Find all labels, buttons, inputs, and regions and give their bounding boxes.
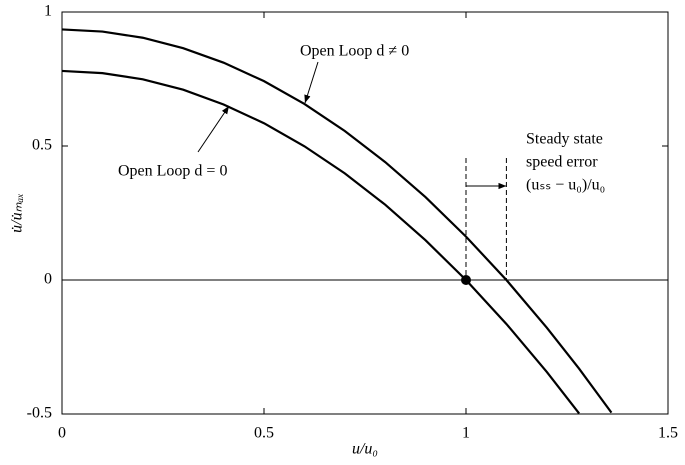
x-axis-label: u/u₀ <box>352 441 378 458</box>
operating-point <box>461 275 471 285</box>
annotation: speed error <box>526 154 598 171</box>
plot-frame <box>61 11 669 415</box>
y-tick-label: 1 <box>44 3 52 20</box>
y-tick-label: 0 <box>44 271 52 288</box>
x-tick-label: 1 <box>462 425 470 442</box>
y-tick-label: 0.5 <box>32 137 52 154</box>
series-line <box>61 69 580 415</box>
series-line <box>61 28 613 414</box>
legend-label: Open Loop d ≠ 0 <box>300 43 409 60</box>
legend-label: Open Loop d = 0 <box>118 163 227 180</box>
annotation-arrow <box>304 61 319 104</box>
annotation: Steady state <box>526 131 603 148</box>
annotation: (uₛₛ − u₀)/u₀ <box>526 177 605 194</box>
x-tick-label: 0 <box>58 425 66 442</box>
annotation-arrow <box>197 105 230 153</box>
x-tick-label: 1.5 <box>658 425 678 442</box>
x-tick-label: 0.5 <box>254 425 274 442</box>
y-axis-label: u̇/u̇ₘₐₓ <box>9 193 26 233</box>
y-tick-label: -0.5 <box>27 405 52 422</box>
